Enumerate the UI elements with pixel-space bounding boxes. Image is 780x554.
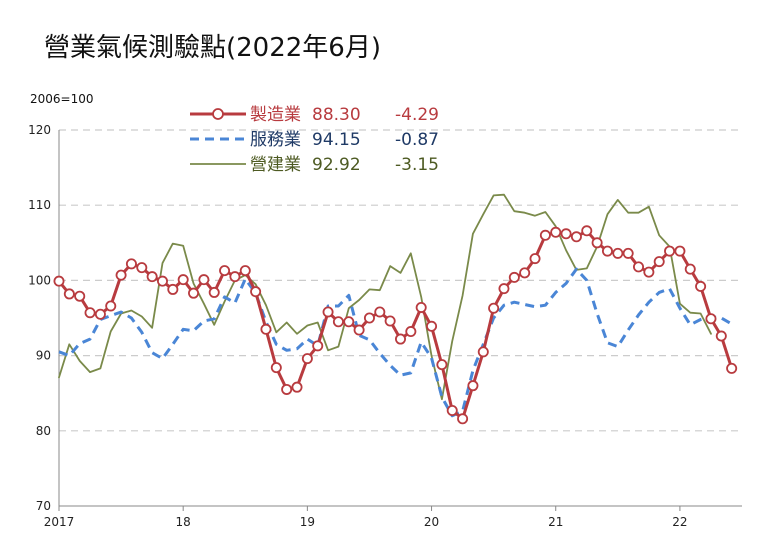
- x-tick-label-21: 21: [548, 515, 563, 529]
- point-manufacturing-15: [208, 286, 220, 298]
- series-lines: [53, 193, 738, 425]
- point-manufacturing-35: [415, 301, 427, 313]
- point-manufacturing-19: [250, 286, 262, 298]
- point-manufacturing-25: [312, 340, 324, 352]
- grid-lines: [59, 129, 742, 432]
- point-manufacturing-58: [653, 256, 665, 268]
- x-tick-label-20: 20: [424, 515, 439, 529]
- point-manufacturing-8: [136, 262, 148, 274]
- y-tick-label-80: 80: [36, 424, 51, 438]
- x-tick-label-19: 19: [300, 515, 315, 529]
- point-manufacturing-24: [301, 353, 313, 365]
- point-manufacturing-29: [353, 324, 365, 336]
- point-manufacturing-63: [705, 313, 717, 325]
- axes: 70 80 90 100 110 120 2017 18 19 20 21 22: [28, 123, 742, 529]
- x-tick-label-18: 18: [176, 515, 191, 529]
- point-manufacturing-12: [177, 274, 189, 286]
- y-unit-label: 2006=100: [30, 92, 94, 106]
- point-manufacturing-17: [229, 271, 241, 283]
- point-manufacturing-37: [436, 359, 448, 371]
- point-manufacturing-28: [343, 316, 355, 328]
- legend-change-construction: -3.15: [395, 155, 439, 175]
- y-tick-label-70: 70: [36, 499, 51, 513]
- point-manufacturing-42: [488, 302, 500, 314]
- point-manufacturing-21: [270, 362, 282, 374]
- point-manufacturing-10: [156, 275, 168, 287]
- point-manufacturing-64: [715, 330, 727, 342]
- point-manufacturing-59: [664, 245, 676, 257]
- chart-title: 營業氣候測驗點(2022年6月): [44, 33, 381, 63]
- point-manufacturing-1: [63, 288, 75, 300]
- y-tick-label-90: 90: [36, 349, 51, 363]
- point-manufacturing-30: [363, 312, 375, 324]
- point-manufacturing-65: [726, 362, 738, 374]
- legend-change-services: -0.87: [395, 130, 439, 150]
- x-tick-label-22: 22: [672, 515, 687, 529]
- legend-name-services: 服務業: [250, 130, 301, 150]
- point-manufacturing-0: [53, 275, 65, 287]
- point-manufacturing-34: [405, 326, 417, 338]
- point-manufacturing-51: [581, 225, 593, 237]
- point-manufacturing-52: [591, 237, 603, 249]
- point-manufacturing-50: [570, 231, 582, 243]
- point-manufacturing-41: [477, 346, 489, 358]
- point-manufacturing-62: [695, 280, 707, 292]
- point-manufacturing-6: [115, 269, 127, 281]
- point-manufacturing-31: [374, 306, 386, 318]
- series-line-construction: [58, 193, 712, 401]
- legend-name-manufacturing: 製造業: [250, 105, 301, 125]
- point-manufacturing-23: [291, 381, 303, 393]
- y-tick-label-120: 120: [28, 123, 51, 137]
- point-manufacturing-39: [457, 413, 469, 425]
- point-manufacturing-26: [322, 306, 334, 318]
- point-manufacturing-9: [146, 271, 158, 283]
- legend: 製造業 88.30 -4.29 服務業 94.15 -0.87 營建業 92.92 -3.15: [190, 105, 439, 175]
- point-manufacturing-46: [529, 253, 541, 265]
- legend-latest-manufacturing: 88.30: [312, 105, 361, 125]
- point-manufacturing-14: [198, 274, 210, 286]
- y-tick-label-110: 110: [28, 198, 51, 212]
- legend-latest-services: 94.15: [312, 130, 361, 150]
- point-manufacturing-20: [260, 323, 272, 335]
- point-manufacturing-40: [467, 380, 479, 392]
- point-manufacturing-49: [560, 228, 572, 240]
- point-manufacturing-61: [684, 263, 696, 275]
- point-manufacturing-5: [105, 300, 117, 312]
- point-manufacturing-33: [394, 333, 406, 345]
- point-manufacturing-32: [384, 315, 396, 327]
- y-tick-label-100: 100: [28, 273, 51, 287]
- point-manufacturing-2: [74, 290, 86, 302]
- point-manufacturing-43: [498, 283, 510, 295]
- point-manufacturing-3: [84, 307, 96, 319]
- point-manufacturing-55: [622, 247, 634, 259]
- legend-latest-construction: 92.92: [312, 155, 361, 175]
- point-manufacturing-44: [508, 271, 520, 283]
- point-manufacturing-60: [674, 245, 686, 257]
- point-manufacturing-38: [446, 404, 458, 416]
- point-manufacturing-22: [281, 383, 293, 395]
- point-manufacturing-36: [426, 320, 438, 332]
- point-manufacturing-45: [519, 267, 531, 279]
- point-manufacturing-54: [612, 247, 624, 259]
- point-manufacturing-57: [643, 266, 655, 278]
- point-manufacturing-13: [188, 287, 200, 299]
- point-manufacturing-53: [601, 245, 613, 257]
- point-manufacturing-4: [94, 308, 106, 320]
- legend-name-construction: 營建業: [250, 155, 301, 175]
- legend-change-manufacturing: -4.29: [395, 105, 439, 125]
- legend-marker-manufacturing: [212, 108, 224, 120]
- point-manufacturing-7: [125, 258, 137, 270]
- point-manufacturing-27: [332, 316, 344, 328]
- point-manufacturing-48: [550, 226, 562, 238]
- point-manufacturing-16: [219, 265, 231, 277]
- point-manufacturing-56: [633, 261, 645, 273]
- point-manufacturing-18: [239, 265, 251, 277]
- point-manufacturing-11: [167, 283, 179, 295]
- series-line-services: [58, 267, 733, 418]
- x-tick-label-2017: 2017: [44, 515, 75, 529]
- point-manufacturing-47: [539, 229, 551, 241]
